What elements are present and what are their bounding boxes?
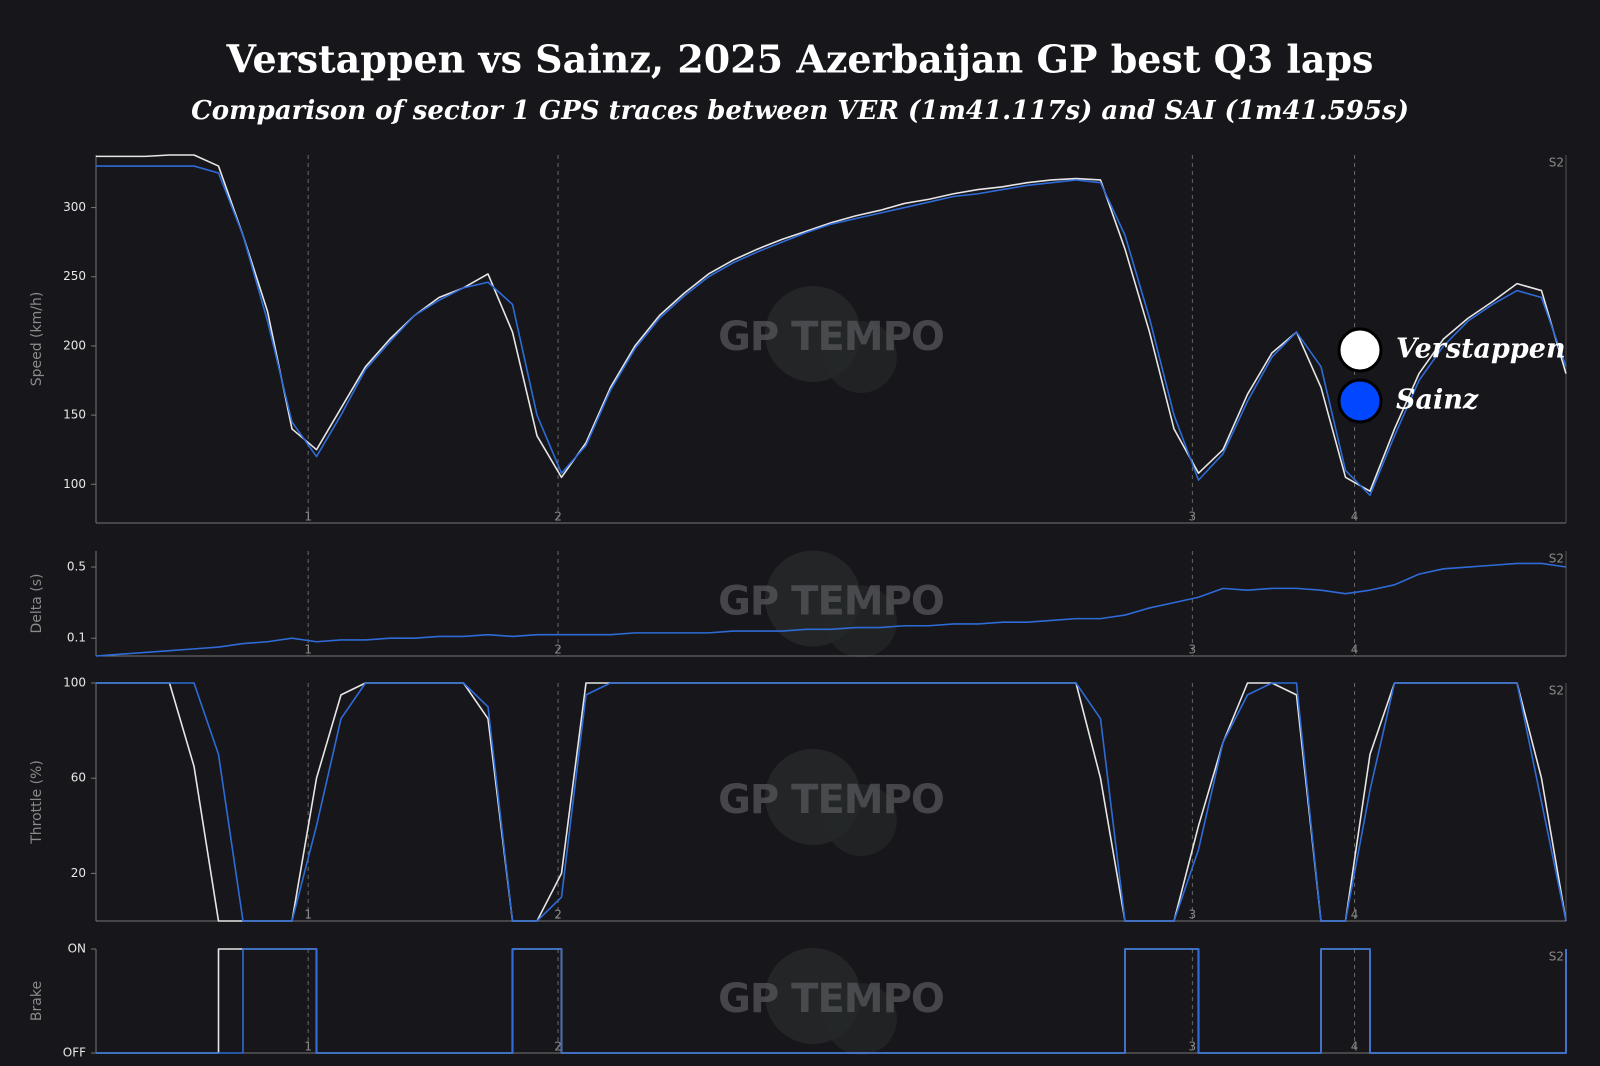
y-axis-label: Speed (km/h) bbox=[29, 292, 45, 387]
legend-label: Verstappen bbox=[1396, 334, 1566, 365]
y-tick-label: 250 bbox=[63, 269, 86, 283]
watermark-circle bbox=[825, 321, 897, 393]
series-line bbox=[96, 154, 1567, 492]
series-line bbox=[96, 165, 1567, 497]
y-tick-label: 0.5 bbox=[67, 560, 86, 574]
corner-label: 4 bbox=[1351, 908, 1359, 922]
watermark: GP TEMPO bbox=[718, 579, 944, 625]
series-line bbox=[96, 948, 1567, 1054]
sector-label: S2 bbox=[1549, 950, 1564, 964]
watermark: GP TEMPO bbox=[718, 314, 944, 360]
watermark-circle bbox=[825, 585, 897, 658]
legend-marker bbox=[1337, 327, 1383, 373]
y-tick-label: 20 bbox=[71, 866, 86, 880]
y-axis-label: Throttle (%) bbox=[29, 760, 45, 845]
sector-label: S2 bbox=[1549, 156, 1564, 170]
y-tick-label: 60 bbox=[71, 771, 86, 785]
y-tick-label: 0.1 bbox=[67, 631, 86, 645]
y-axis-label: Brake bbox=[29, 981, 45, 1021]
corner-label: 3 bbox=[1189, 908, 1197, 922]
corner-label: 2 bbox=[554, 1040, 562, 1054]
corner-label: 1 bbox=[304, 1040, 312, 1054]
y-tick-label: ON bbox=[68, 942, 86, 956]
corner-label: 3 bbox=[1189, 1040, 1197, 1054]
corner-label: 2 bbox=[554, 510, 562, 524]
y-tick-label: 200 bbox=[63, 338, 86, 352]
corner-label: 3 bbox=[1189, 643, 1197, 657]
watermark-circle bbox=[825, 784, 897, 856]
y-tick-label: OFF bbox=[63, 1046, 86, 1060]
y-tick-label: 100 bbox=[63, 676, 86, 690]
y-tick-label: 100 bbox=[63, 477, 86, 491]
y-axis-label: Delta (s) bbox=[29, 573, 45, 633]
corner-label: 1 bbox=[304, 643, 312, 657]
y-tick-label: 150 bbox=[63, 408, 86, 422]
corner-label: 2 bbox=[554, 643, 562, 657]
watermark: GP TEMPO bbox=[718, 777, 944, 823]
corner-label: 1 bbox=[304, 510, 312, 524]
corner-label: 4 bbox=[1351, 1040, 1359, 1054]
chart-title: Verstappen vs Sainz, 2025 Azerbaijan GP … bbox=[226, 37, 1374, 82]
series-line bbox=[95, 562, 1567, 657]
y-tick-label: 300 bbox=[63, 200, 86, 214]
sector-label: S2 bbox=[1549, 552, 1564, 566]
corner-label: 3 bbox=[1189, 510, 1197, 524]
watermark-circle bbox=[825, 983, 897, 1055]
legend-label: Sainz bbox=[1396, 385, 1479, 416]
corner-label: 4 bbox=[1351, 510, 1359, 524]
corner-label: 2 bbox=[554, 908, 562, 922]
corner-label: 1 bbox=[304, 908, 312, 922]
chart-subtitle: Comparison of sector 1 GPS traces betwee… bbox=[191, 96, 1409, 126]
corner-label: 4 bbox=[1351, 643, 1359, 657]
watermark: GP TEMPO bbox=[718, 976, 944, 1022]
legend-marker bbox=[1337, 378, 1383, 424]
series-line bbox=[96, 682, 1567, 922]
sector-label: S2 bbox=[1549, 684, 1564, 698]
